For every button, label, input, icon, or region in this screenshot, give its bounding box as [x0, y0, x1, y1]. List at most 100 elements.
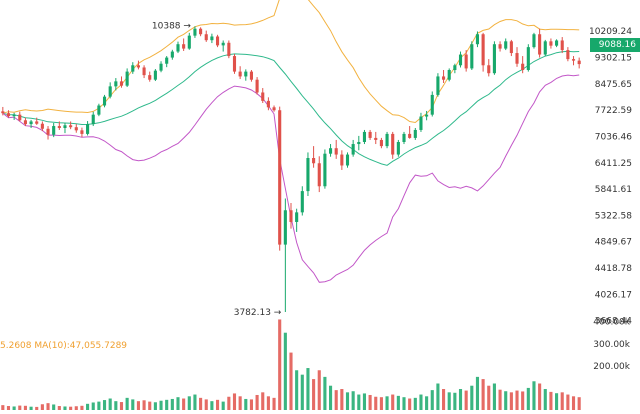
candle-body: [255, 79, 259, 93]
candle-body: [351, 144, 355, 155]
volume-bar: [57, 406, 61, 410]
volume-bar: [391, 394, 395, 410]
volume-bar: [289, 352, 293, 410]
candle-body: [374, 137, 378, 140]
candle-body: [323, 153, 327, 187]
candle-body: [295, 212, 299, 222]
candle-body: [136, 65, 140, 68]
volume-bar: [340, 389, 344, 410]
candle-body: [187, 35, 191, 49]
candle-body: [357, 141, 361, 145]
candle-body: [244, 71, 248, 77]
candle-body: [566, 50, 570, 60]
volume-bar: [521, 391, 525, 410]
candle-body: [391, 133, 395, 155]
volume-bar: [29, 406, 33, 410]
volume-bar: [566, 394, 570, 410]
volume-bar: [538, 383, 542, 410]
candle-body: [492, 44, 496, 74]
candle-body: [419, 116, 423, 130]
candle-body: [396, 141, 400, 155]
volume-bar: [215, 399, 220, 410]
candle-body: [532, 34, 536, 48]
volume-bar: [272, 397, 276, 410]
volume-bar: [148, 401, 152, 410]
candle-body: [261, 92, 265, 101]
volume-ma-legend: 5.2608 MA(10):47,055.7289: [0, 341, 128, 351]
volume-tick-label: 400.00k: [593, 318, 630, 328]
volume-bar: [425, 396, 429, 410]
candle-body: [18, 114, 22, 121]
price-axis: 10209.24 9302.15 8475.65 7722.59 7036.46 6411…: [589, 27, 632, 326]
volume-bar: [430, 390, 434, 410]
candle-body: [504, 41, 508, 49]
price-tick-label: 3668.44: [595, 317, 632, 327]
volume-bar: [176, 397, 180, 410]
volume-bar: [238, 396, 242, 410]
volume-bar: [114, 401, 118, 410]
candle-body: [470, 44, 474, 69]
volume-bar: [221, 401, 225, 410]
volume-bar: [86, 403, 90, 410]
candle-body: [306, 158, 310, 192]
candle-body: [35, 121, 39, 124]
volume-tick-label: 200.00k: [593, 362, 630, 372]
volume-bar: [199, 397, 203, 410]
volume-bar: [402, 397, 406, 410]
volume-bar: [306, 368, 310, 410]
candles-group: [1, 26, 581, 313]
volume-bar: [35, 406, 39, 410]
volume-axis: 400.00k 300.00k 200.00k: [593, 318, 630, 372]
volume-bar: [368, 394, 372, 410]
candle-body: [204, 34, 208, 41]
volume-bar: [142, 400, 146, 410]
volume-bar: [498, 389, 502, 410]
candle-body: [69, 125, 73, 128]
volume-bar: [475, 376, 480, 410]
candle-body: [148, 75, 152, 80]
candle-body: [165, 57, 169, 64]
price-tick-label: 5322.58: [595, 211, 632, 221]
candle-body: [40, 123, 44, 129]
candle-body: [340, 154, 344, 166]
volume-bar: [40, 404, 44, 410]
volume-bar: [571, 396, 576, 410]
volume-bar: [555, 393, 559, 410]
volume-bar: [532, 381, 536, 410]
volume-bar: [261, 392, 265, 410]
volume-bar: [295, 370, 299, 410]
candle-body: [102, 96, 107, 106]
volume-bar: [69, 406, 73, 410]
volume-bar: [159, 400, 163, 410]
candle-body: [52, 126, 56, 135]
low-price-label: 3782.13 →: [234, 308, 282, 318]
candle-body: [193, 28, 197, 36]
volume-bar: [408, 398, 412, 410]
candle-body: [153, 70, 157, 80]
candle-body: [345, 154, 350, 166]
volume-bar: [249, 399, 254, 410]
price-tick-label: 10209.24: [589, 27, 632, 37]
candle-body: [442, 76, 446, 80]
current-price-badge: 9088.16: [590, 38, 640, 52]
candle-body: [549, 41, 553, 46]
candle-body: [498, 44, 502, 49]
candle-body: [413, 129, 417, 138]
candle-body: [464, 54, 468, 69]
candle-body: [334, 148, 338, 155]
volume-bar: [442, 389, 446, 410]
upper-band-group: [2, 0, 580, 124]
volume-bar: [232, 393, 237, 410]
candle-body: [283, 210, 287, 245]
volume-bar: [131, 399, 135, 410]
candle-body: [368, 131, 372, 138]
volume-bar: [244, 398, 248, 410]
volume-bar: [255, 394, 259, 410]
candle-body: [57, 126, 61, 128]
volume-bar: [18, 405, 22, 410]
volume-bar: [193, 394, 197, 410]
candle-body: [430, 94, 434, 115]
volume-bar: [80, 405, 84, 410]
candle-body: [453, 65, 457, 71]
